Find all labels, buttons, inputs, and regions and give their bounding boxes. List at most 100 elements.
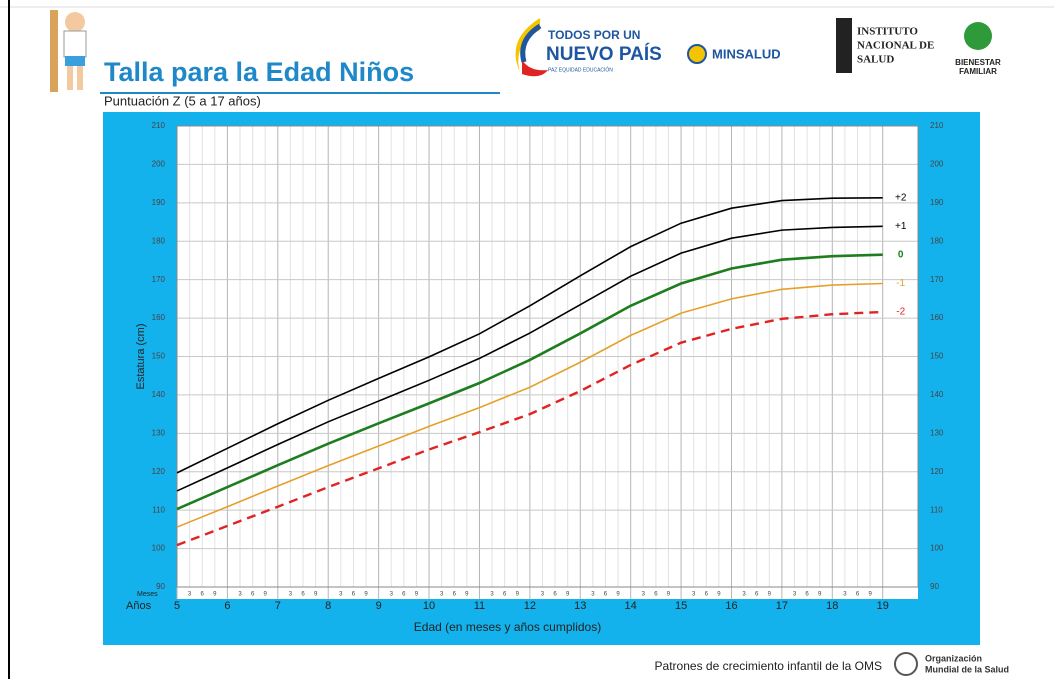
month-label: 6: [604, 592, 608, 598]
series-line: [176, 310, 883, 547]
logo-text: MINSALUD: [712, 46, 781, 61]
y-tick-label: 100: [152, 544, 166, 553]
month-label: 6: [705, 592, 709, 598]
y-tick-label-right: 120: [930, 467, 944, 476]
logo-text: INSTITUTO: [857, 26, 918, 38]
x-tick-label: 9: [376, 600, 382, 612]
month-label: 9: [566, 592, 570, 598]
month-label: 3: [793, 592, 797, 598]
month-label: 3: [642, 592, 646, 598]
x-tick-label: 8: [325, 600, 331, 612]
x-tick-label: 11: [474, 600, 485, 612]
month-label: 6: [856, 592, 860, 598]
month-label: 3: [390, 592, 394, 598]
month-label: 6: [201, 592, 205, 598]
months-label: Meses: [137, 591, 158, 598]
y-tick-label-right: 200: [930, 160, 944, 169]
x-tick-label: 7: [275, 600, 281, 612]
series-label: +2: [895, 192, 907, 203]
x-tick-label: 13: [574, 600, 586, 612]
series-label: 0: [898, 249, 904, 260]
month-label: 9: [768, 592, 772, 598]
month-label: 9: [717, 592, 721, 598]
month-label: 3: [339, 592, 343, 598]
y-tick-label: 110: [152, 505, 165, 514]
y-tick-label: 150: [152, 352, 166, 361]
y-tick-label-right: 170: [930, 275, 944, 284]
y-tick-label-right: 110: [930, 505, 943, 514]
month-label: 9: [415, 592, 419, 598]
series-line: [176, 197, 883, 474]
x-tick-label: 18: [826, 600, 838, 612]
series-line: [176, 225, 883, 492]
month-label: 6: [301, 592, 305, 598]
x-axis-label: Edad (en meses y años cumplidos): [414, 620, 601, 634]
logo-todos: [515, 18, 548, 77]
y-tick-label-right: 160: [930, 313, 944, 322]
month-label: 6: [654, 592, 658, 598]
x-tick-label: 15: [675, 600, 687, 612]
title: Talla para la Edad Niños: [104, 57, 414, 87]
month-label: 6: [805, 592, 809, 598]
y-tick-label: 210: [152, 121, 166, 130]
logo-seal: [687, 44, 707, 64]
x-tick-label: 12: [524, 600, 536, 612]
logo-text: NACIONAL DE: [857, 40, 934, 52]
month-label: 9: [314, 592, 318, 598]
month-strip: [177, 587, 918, 599]
month-label: 3: [238, 592, 242, 598]
month-label: 9: [213, 592, 217, 598]
y-tick-label-right: 90: [930, 582, 939, 591]
month-label: 9: [868, 592, 872, 598]
month-label: 3: [289, 592, 293, 598]
month-label: 9: [667, 592, 671, 598]
month-label: 6: [352, 592, 356, 598]
y-tick-label-right: 190: [930, 198, 944, 207]
month-label: 3: [188, 592, 192, 598]
y-tick-label: 170: [152, 275, 166, 284]
y-tick-label-right: 180: [930, 236, 944, 245]
logo-text: NUEVO PAÍS: [546, 43, 662, 65]
y-tick-label: 180: [152, 236, 166, 245]
y-tick-label: 120: [152, 467, 166, 476]
y-tick-label: 160: [152, 313, 166, 322]
y-axis-label: Estatura (cm): [135, 323, 147, 389]
x-tick-label: 6: [224, 600, 230, 612]
y-tick-label-right: 210: [930, 121, 944, 130]
month-label: 3: [440, 592, 444, 598]
footer-text: Mundial de la Salud: [925, 664, 1009, 674]
month-label: 6: [755, 592, 759, 598]
series-label: -2: [896, 307, 905, 318]
month-label: 6: [402, 592, 406, 598]
logo-text: BIENESTAR: [955, 58, 1001, 67]
logo-text: PAZ EQUIDAD EDUCACIÓN: [548, 66, 613, 73]
series-label: -1: [896, 278, 905, 289]
month-label: 9: [516, 592, 520, 598]
month-label: 3: [843, 592, 847, 598]
y-tick-label-right: 100: [930, 544, 944, 553]
x-tick-label: 17: [776, 600, 788, 612]
month-label: 6: [453, 592, 457, 598]
subtitle: Puntuación Z (5 a 17 años): [104, 93, 261, 108]
who-logo: [894, 652, 918, 676]
kid-icon: [50, 10, 87, 92]
y-tick-label: 200: [152, 160, 166, 169]
chart: 3 6 9 5 3 6 9 6 3 6 9 7 3 6 9 8 3 6 9 9 3 6 9 10 3 6 9 11 3 6 9 12 3 6 9 13…: [126, 121, 944, 634]
y-tick-label-right: 140: [930, 390, 944, 399]
logo-icbf: [964, 22, 992, 50]
logo-ins: [836, 18, 852, 73]
month-label: 9: [465, 592, 469, 598]
series-line: [176, 282, 883, 528]
logo-text: SALUD: [857, 54, 894, 66]
series-label: +1: [895, 221, 907, 232]
years-label: Años: [126, 600, 152, 612]
footer-text: Organización: [925, 653, 982, 663]
x-tick-label: 10: [423, 600, 435, 612]
y-tick-label-right: 150: [930, 352, 944, 361]
y-tick-label: 140: [152, 390, 166, 399]
logo-text: FAMILIAR: [959, 67, 997, 76]
y-tick-label-right: 130: [930, 428, 944, 437]
month-label: 3: [692, 592, 696, 598]
y-tick-label: 130: [152, 428, 166, 437]
